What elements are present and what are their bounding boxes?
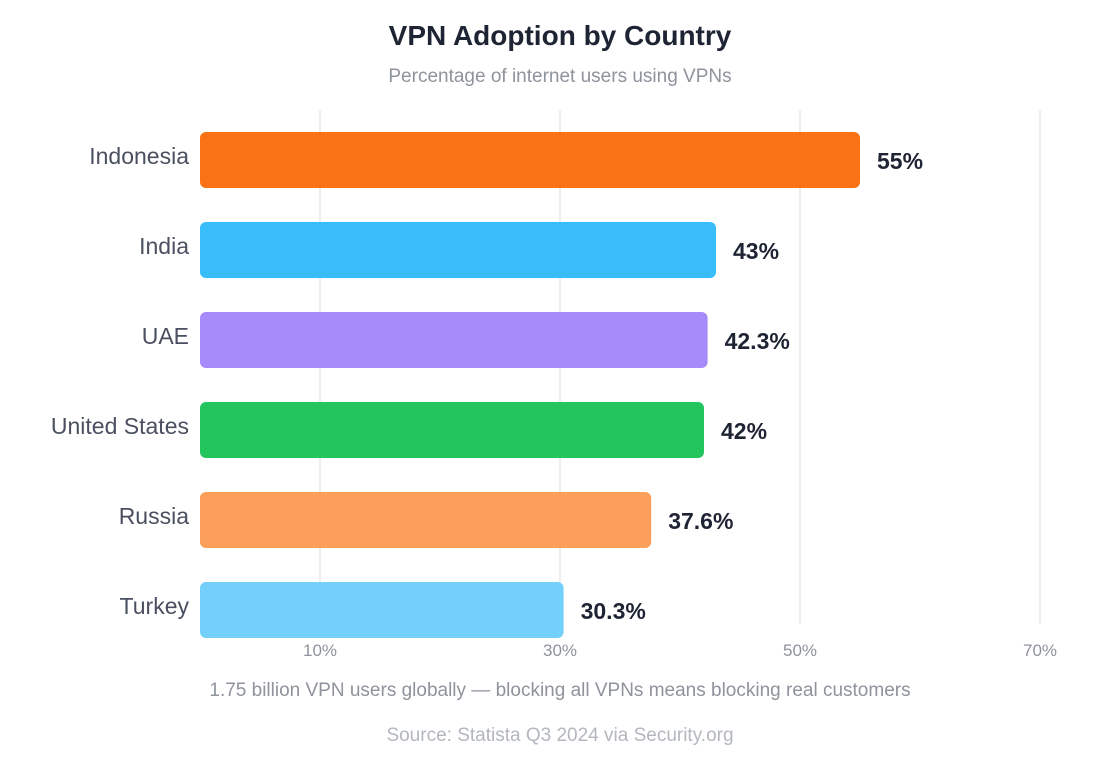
category-label: UAE (142, 323, 189, 349)
x-tick-label: 10% (303, 641, 337, 660)
x-tick-label: 30% (543, 641, 577, 660)
category-label: Indonesia (89, 143, 189, 169)
chart-subtitle: Percentage of internet users using VPNs (388, 66, 732, 87)
x-axis-ticks: 10% 30% 50% 70% (303, 641, 1057, 660)
value-label: 37.6% (668, 508, 733, 534)
value-label: 55% (877, 148, 923, 174)
value-label: 42% (721, 418, 767, 444)
bar-chart: Indonesia India UAE United States Russia Turk… (51, 110, 1057, 660)
value-labels: 55% 43% 42.3% 42% 37.6% 30.3% (581, 148, 923, 624)
x-tick-label: 50% (783, 641, 817, 660)
category-label: Russia (119, 503, 190, 529)
footnote: 1.75 billion VPN users globally — blocki… (209, 680, 911, 701)
category-label: Turkey (120, 593, 190, 619)
bar (200, 132, 860, 188)
bar (200, 402, 704, 458)
bar (200, 582, 564, 638)
value-label: 43% (733, 238, 779, 264)
bar (200, 492, 652, 548)
category-labels: Indonesia India UAE United States Russia Turk… (51, 143, 190, 619)
bars (200, 132, 860, 638)
value-label: 42.3% (725, 328, 790, 354)
source-note: Source: Statista Q3 2024 via Security.or… (386, 725, 734, 746)
value-label: 30.3% (581, 598, 646, 624)
bar (200, 312, 708, 368)
category-label: United States (51, 413, 189, 439)
x-tick-label: 70% (1023, 641, 1057, 660)
category-label: India (139, 233, 189, 259)
bar (200, 222, 716, 278)
chart-title: VPN Adoption by Country (388, 20, 732, 51)
